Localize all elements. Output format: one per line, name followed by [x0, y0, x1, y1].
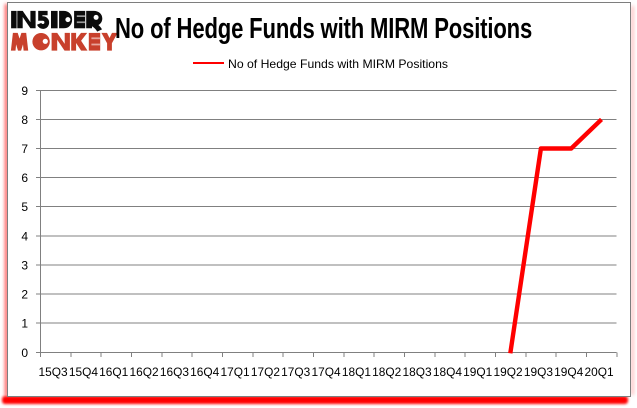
svg-text:18Q4: 18Q4 — [433, 365, 462, 379]
svg-text:19Q2: 19Q2 — [494, 365, 523, 379]
svg-text:9: 9 — [21, 84, 28, 98]
svg-text:17Q4: 17Q4 — [312, 365, 341, 379]
svg-text:17Q3: 17Q3 — [281, 365, 310, 379]
svg-text:2: 2 — [21, 288, 28, 302]
svg-text:7: 7 — [21, 142, 28, 156]
svg-text:18Q3: 18Q3 — [403, 365, 432, 379]
svg-text:0: 0 — [21, 346, 28, 360]
svg-text:5: 5 — [21, 200, 28, 214]
svg-text:16Q4: 16Q4 — [190, 365, 219, 379]
svg-text:19Q4: 19Q4 — [554, 365, 583, 379]
svg-text:19Q1: 19Q1 — [463, 365, 492, 379]
svg-text:3: 3 — [21, 259, 28, 273]
svg-text:1: 1 — [21, 317, 28, 331]
svg-text:15Q3: 15Q3 — [39, 365, 68, 379]
svg-text:17Q2: 17Q2 — [251, 365, 280, 379]
svg-text:16Q2: 16Q2 — [130, 365, 159, 379]
svg-text:16Q1: 16Q1 — [99, 365, 128, 379]
svg-text:17Q1: 17Q1 — [221, 365, 250, 379]
svg-text:16Q3: 16Q3 — [160, 365, 189, 379]
svg-text:6: 6 — [21, 171, 28, 185]
svg-text:19Q3: 19Q3 — [524, 365, 553, 379]
svg-text:4: 4 — [21, 229, 28, 243]
svg-text:18Q2: 18Q2 — [372, 365, 401, 379]
svg-text:20Q1: 20Q1 — [585, 365, 614, 379]
svg-text:8: 8 — [21, 113, 28, 127]
svg-text:15Q4: 15Q4 — [69, 365, 98, 379]
svg-text:18Q1: 18Q1 — [342, 365, 371, 379]
